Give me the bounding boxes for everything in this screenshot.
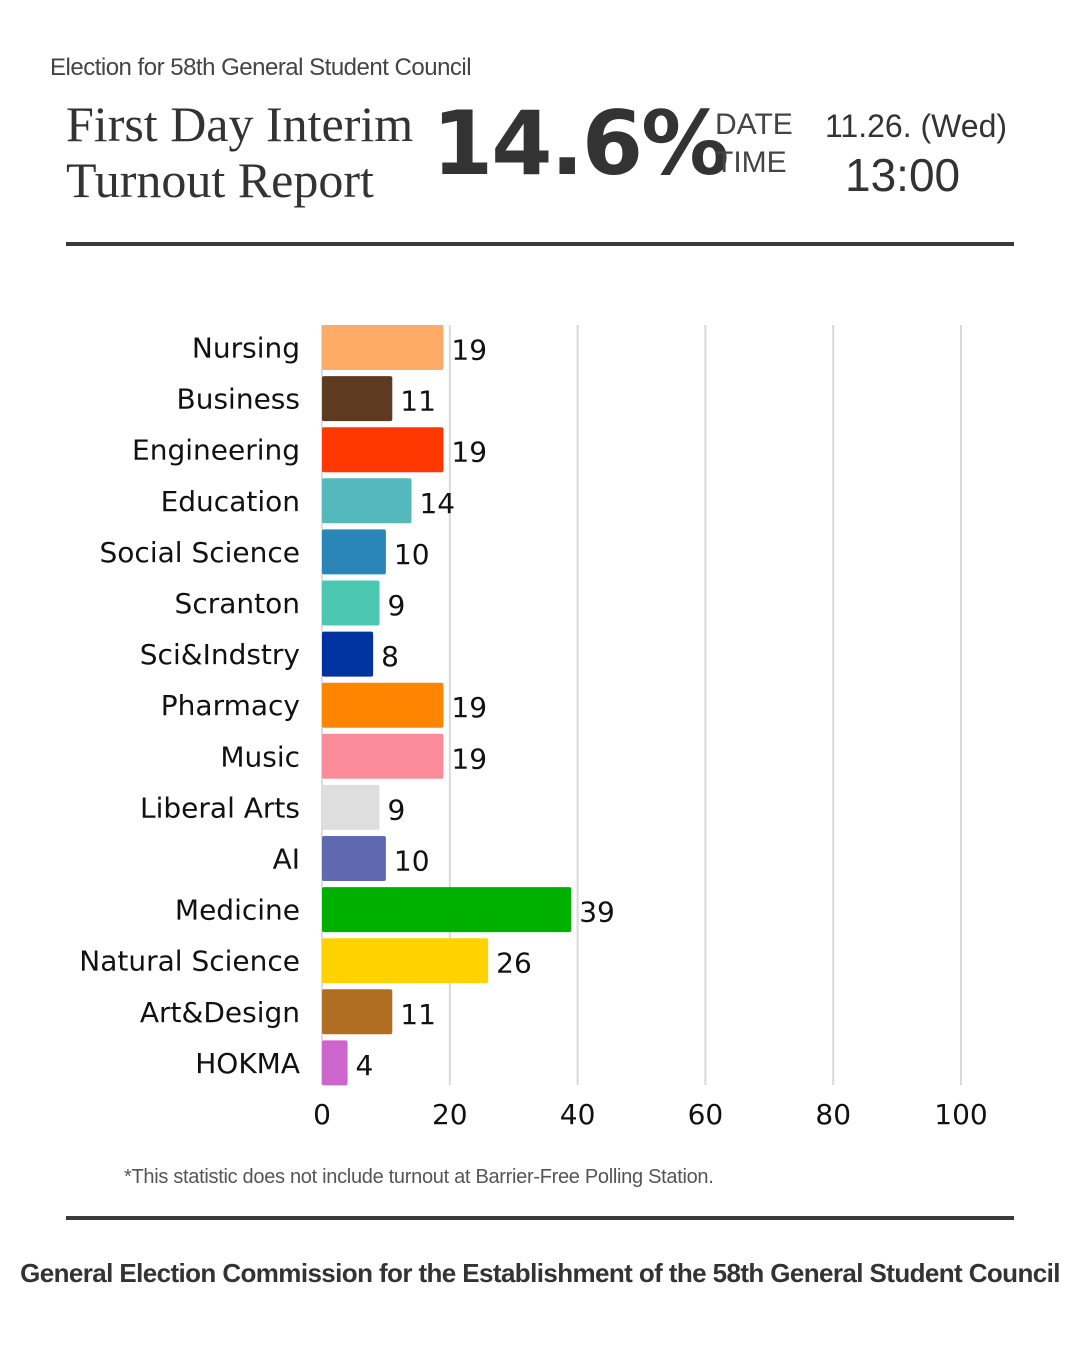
value-label: 39 <box>579 896 615 929</box>
election-subtitle: Election for 58th General Student Counci… <box>50 54 472 81</box>
category-label: Pharmacy <box>161 689 300 722</box>
bar-liberal-arts <box>322 784 380 830</box>
footer-organization: General Election Commission for the Esta… <box>20 1258 1060 1288</box>
value-label: 9 <box>388 793 406 826</box>
bar-pharmacy <box>322 682 444 728</box>
bar-art-design <box>322 989 393 1035</box>
category-label: Business <box>177 383 300 416</box>
footnote: *This statistic does not include turnout… <box>124 1166 714 1188</box>
category-label: Medicine <box>175 894 300 927</box>
date-value: 11.26. (Wed) <box>825 108 1008 144</box>
category-label: Sci&Indstry <box>140 638 300 671</box>
date-label: DATE <box>715 108 793 141</box>
bar-nursing <box>322 325 444 370</box>
time-value: 13:00 <box>845 149 961 201</box>
bar-social-science <box>322 529 386 575</box>
x-tick-label: 20 <box>432 1098 468 1131</box>
x-tick-label: 40 <box>560 1098 596 1131</box>
bar-scranton <box>322 580 380 626</box>
value-label: 14 <box>419 487 455 520</box>
value-label: 26 <box>496 947 532 980</box>
value-label: 8 <box>381 640 399 673</box>
title-line-2: Turnout Report <box>66 152 374 208</box>
header-divider <box>66 242 1014 246</box>
category-label: Music <box>220 740 300 773</box>
bar-medicine <box>322 887 572 933</box>
value-label: 19 <box>451 334 487 367</box>
value-label: 19 <box>451 691 487 724</box>
value-label: 11 <box>400 385 436 418</box>
category-label: Liberal Arts <box>140 791 300 824</box>
category-label: Social Science <box>100 536 300 569</box>
value-label: 11 <box>400 998 436 1031</box>
category-label: Nursing <box>192 332 300 365</box>
bar-sci-indstry <box>322 631 374 677</box>
bar-engineering <box>322 427 444 473</box>
category-label: Engineering <box>132 434 300 467</box>
value-label: 10 <box>394 845 430 878</box>
category-label: HOKMA <box>195 1047 300 1080</box>
x-tick-label: 80 <box>815 1098 851 1131</box>
category-label: Education <box>161 485 300 518</box>
bar-hokma <box>322 1040 348 1086</box>
bar-natural-science <box>322 938 489 984</box>
x-tick-label: 0 <box>313 1098 331 1131</box>
turnout-bar-chart: 0 20 40 60 80 100 Nursing 19 Business 11 Engineeri… <box>79 325 988 1131</box>
bar-music <box>322 733 444 779</box>
bar-education <box>322 478 412 524</box>
category-label: Natural Science <box>79 945 300 978</box>
category-label: AI <box>273 843 300 876</box>
turnout-percentage: 14.6% <box>432 92 729 195</box>
value-label: 19 <box>451 742 487 775</box>
value-label: 9 <box>388 589 406 622</box>
x-tick-label: 60 <box>688 1098 724 1131</box>
bar-ai <box>322 836 386 881</box>
bar-business <box>322 376 393 422</box>
footer-divider <box>66 1216 1014 1220</box>
value-label: 10 <box>394 538 430 571</box>
x-tick-label: 100 <box>934 1098 987 1131</box>
title-line-1: First Day Interim <box>66 96 414 152</box>
category-label: Art&Design <box>140 996 300 1029</box>
value-label: 19 <box>451 436 487 469</box>
report-title: First Day Interim Turnout Report <box>66 96 413 208</box>
time-label: TIME <box>715 146 787 179</box>
value-label: 4 <box>356 1049 374 1082</box>
category-label: Scranton <box>175 587 300 620</box>
